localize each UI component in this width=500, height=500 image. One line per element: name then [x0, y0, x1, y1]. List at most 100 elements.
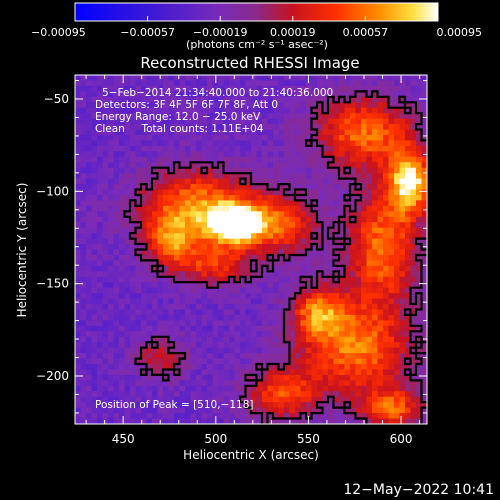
heatmap-cell	[394, 347, 400, 354]
heatmap-cell	[190, 325, 197, 332]
heatmap-cell	[108, 380, 114, 387]
heatmap-cell	[289, 298, 296, 305]
x-tick-label: 500	[204, 432, 227, 446]
heatmap-cell	[207, 211, 213, 218]
heatmap-cell	[306, 304, 312, 310]
heatmap-cell	[416, 75, 422, 81]
heatmap-cell	[179, 118, 186, 125]
heatmap-cell	[267, 331, 274, 338]
heatmap-cell	[361, 167, 367, 174]
heatmap-cell	[141, 364, 147, 370]
heatmap-cell	[212, 249, 219, 256]
heatmap-cell	[207, 129, 213, 136]
heatmap-cell	[306, 145, 312, 152]
heatmap-cell	[410, 178, 417, 185]
heatmap-cell	[91, 254, 98, 261]
heatmap-cell	[350, 249, 356, 256]
heatmap-cell	[168, 216, 175, 223]
heatmap-cell	[218, 189, 224, 196]
heatmap-cell	[245, 118, 252, 125]
heatmap-cell	[146, 75, 153, 81]
heatmap-cell	[223, 151, 230, 158]
heatmap-cell	[229, 314, 235, 321]
heatmap-cell	[240, 222, 246, 229]
heatmap-cell	[174, 134, 180, 141]
heatmap-cell	[366, 396, 373, 403]
heatmap-cell	[75, 287, 81, 294]
heatmap-cell	[240, 391, 246, 398]
heatmap-cell	[355, 244, 362, 250]
heatmap-cell	[141, 380, 147, 387]
heatmap-cell	[212, 314, 219, 321]
heatmap-cell	[339, 178, 345, 185]
heatmap-cell	[262, 347, 268, 354]
heatmap-cell	[339, 282, 345, 289]
heatmap-cell	[361, 96, 367, 103]
heatmap-cell	[377, 178, 384, 185]
heatmap-cell	[91, 91, 98, 98]
heatmap-cell	[240, 156, 246, 163]
heatmap-cell	[350, 254, 356, 261]
heatmap-cell	[135, 380, 142, 387]
heatmap-cell	[262, 402, 268, 409]
heatmap-cell	[130, 233, 136, 239]
heatmap-cell	[212, 402, 219, 409]
heatmap-cell	[311, 391, 318, 398]
heatmap-cell	[377, 249, 384, 256]
heatmap-cell	[355, 314, 362, 321]
heatmap-cell	[273, 227, 279, 234]
heatmap-cell	[410, 265, 417, 272]
heatmap-cell	[80, 113, 87, 120]
heatmap-cell	[146, 249, 153, 256]
heatmap-cell	[394, 216, 400, 223]
heatmap-cell	[372, 85, 378, 92]
heatmap-cell	[234, 271, 241, 278]
heatmap-cell	[278, 407, 285, 414]
heatmap-cell	[394, 391, 400, 398]
heatmap-cell	[190, 391, 197, 398]
heatmap-cell	[333, 124, 340, 130]
heatmap-cell	[306, 331, 312, 338]
heatmap-cell	[86, 178, 92, 185]
heatmap-cell	[317, 364, 323, 370]
heatmap-cell	[317, 118, 323, 125]
heatmap-cell	[108, 304, 114, 310]
heatmap-cell	[201, 167, 208, 174]
heatmap-cell	[317, 216, 323, 223]
heatmap-cell	[289, 413, 296, 419]
heatmap-cell	[322, 75, 329, 81]
heatmap-cell	[141, 331, 147, 338]
heatmap-cell	[207, 189, 213, 196]
heatmap-cell	[168, 358, 175, 365]
heatmap-cell	[97, 227, 103, 234]
heatmap-cell	[190, 369, 197, 376]
heatmap-cell	[218, 205, 224, 212]
heatmap-cell	[91, 391, 98, 398]
heatmap-cell	[201, 216, 208, 223]
heatmap-cell	[168, 102, 175, 109]
heatmap-cell	[328, 200, 334, 207]
heatmap-cell	[383, 145, 389, 152]
heatmap-cell	[141, 314, 147, 321]
heatmap-cell	[350, 113, 356, 120]
heatmap-cell	[102, 358, 109, 365]
heatmap-cell	[333, 287, 340, 294]
heatmap-cell	[190, 91, 197, 98]
heatmap-cell	[350, 173, 356, 180]
heatmap-cell	[372, 129, 378, 136]
heatmap-cell	[256, 304, 263, 310]
heatmap-cell	[130, 325, 136, 332]
heatmap-cell	[141, 369, 147, 376]
heatmap-cell	[157, 293, 164, 299]
heatmap-cell	[278, 385, 285, 392]
heatmap-cell	[174, 276, 180, 283]
heatmap-cell	[267, 380, 274, 387]
heatmap-cell	[157, 402, 164, 409]
heatmap-cell	[207, 380, 213, 387]
heatmap-cell	[317, 238, 323, 245]
heatmap-cell	[141, 134, 147, 141]
heatmap-cell	[394, 358, 400, 365]
heatmap-cell	[108, 156, 114, 163]
heatmap-cell	[388, 282, 395, 289]
heatmap-cell	[212, 391, 219, 398]
